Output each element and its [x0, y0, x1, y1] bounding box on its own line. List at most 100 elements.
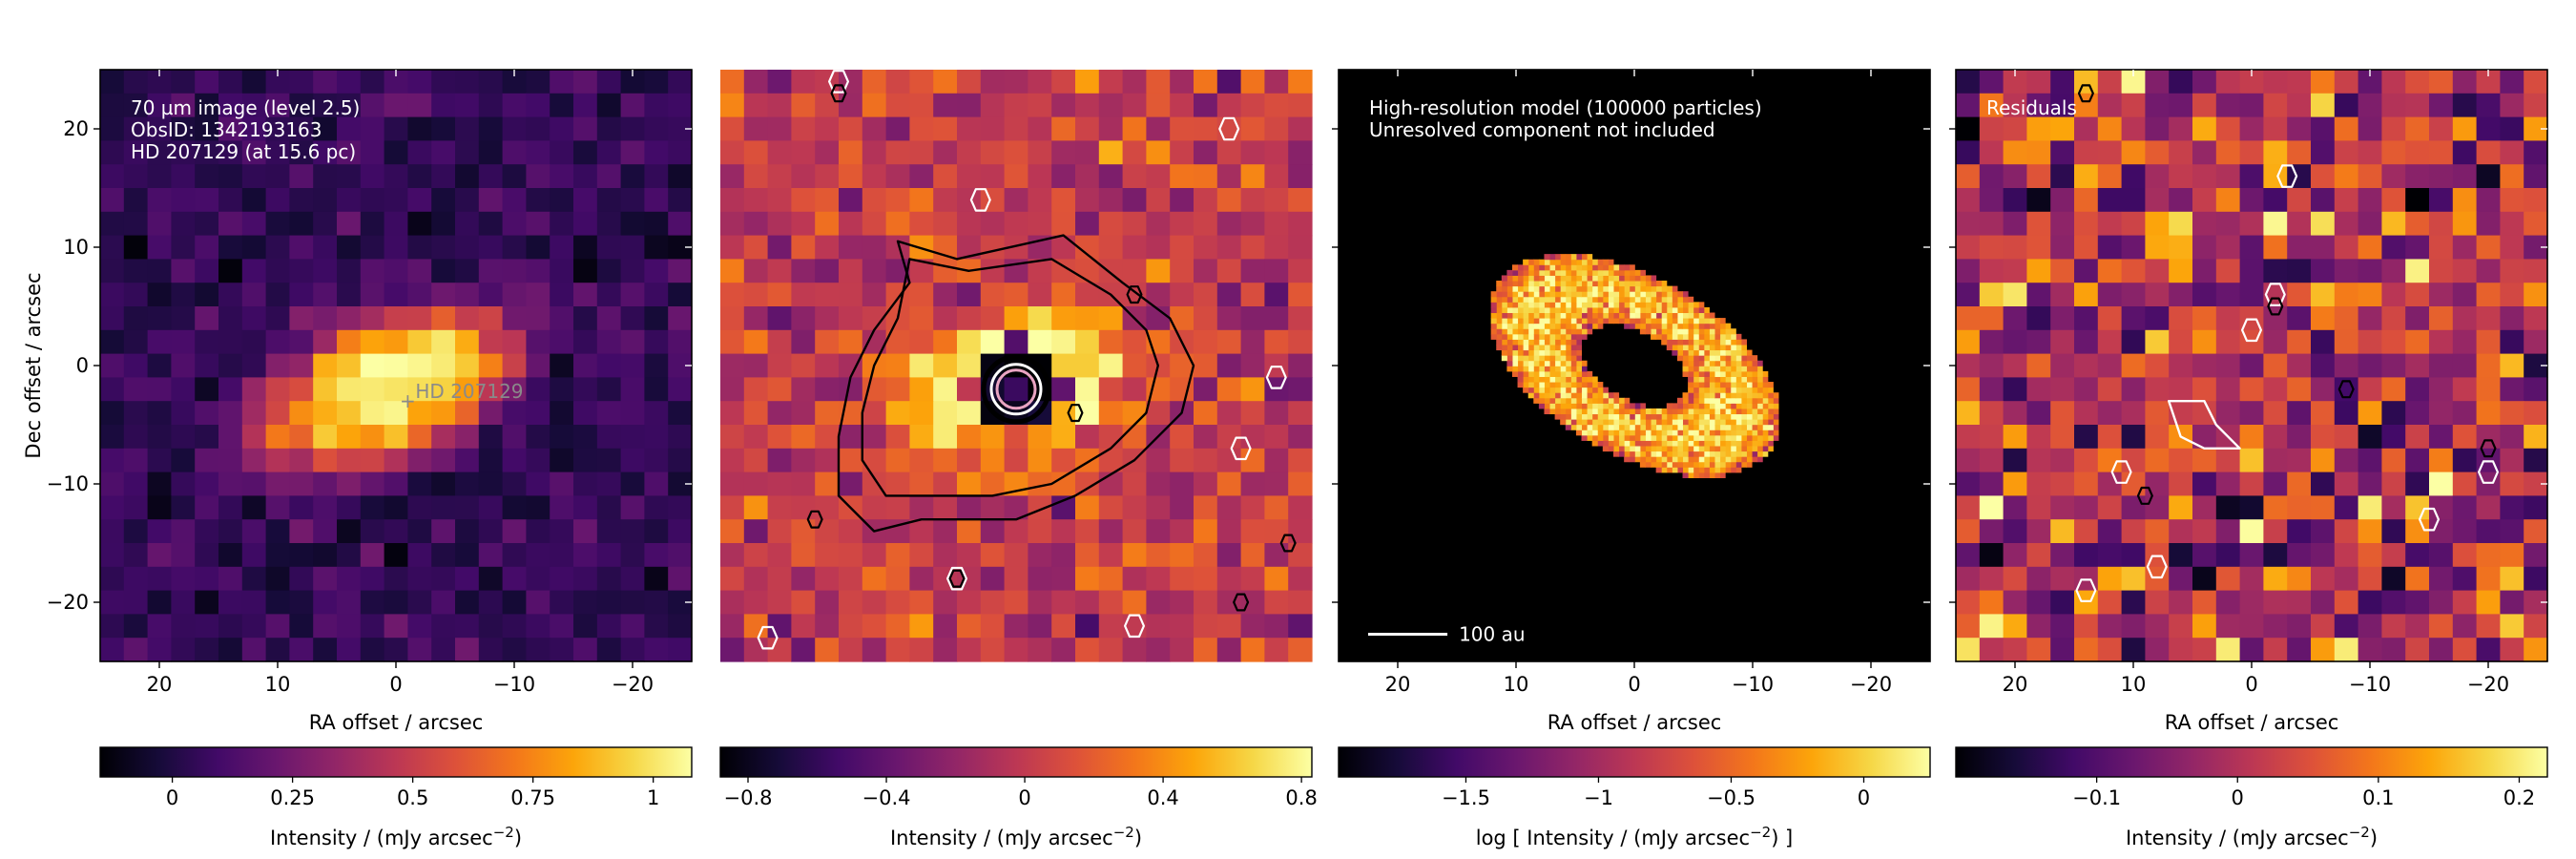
- heatmap-pixel: [2192, 448, 2217, 473]
- model-particle-pixel: [1517, 323, 1524, 329]
- model-particle-pixel: [1666, 461, 1672, 468]
- model-particle-pixel: [1517, 349, 1524, 356]
- model-particle-pixel: [1709, 397, 1715, 404]
- heatmap-pixel: [550, 401, 574, 426]
- model-particle-pixel: [1703, 471, 1710, 478]
- heatmap-pixel: [596, 259, 622, 283]
- model-particle-pixel: [1752, 430, 1758, 436]
- heatmap-pixel: [384, 116, 408, 141]
- heatmap-pixel: [195, 70, 219, 94]
- model-particle-pixel: [1565, 376, 1571, 383]
- heatmap-pixel: [1051, 306, 1076, 331]
- model-particle-pixel: [1587, 382, 1593, 388]
- heatmap-pixel: [2311, 614, 2336, 639]
- model-particle-pixel: [1645, 450, 1652, 457]
- heatmap-pixel: [2381, 495, 2406, 520]
- heatmap-pixel: [839, 638, 863, 662]
- heatmap-pixel: [2097, 638, 2123, 662]
- model-particle-pixel: [1527, 291, 1534, 298]
- heatmap-pixel: [2215, 283, 2241, 307]
- model-particle-pixel: [1591, 392, 1598, 399]
- contour-island: [1218, 116, 1240, 141]
- model-particle-pixel: [1544, 259, 1550, 265]
- heatmap-pixel: [455, 401, 480, 426]
- heatmap-pixel: [668, 70, 693, 94]
- heatmap-pixel: [2334, 614, 2359, 639]
- model-particle-pixel: [1575, 318, 1583, 325]
- heatmap-pixel: [337, 116, 362, 141]
- x-tick-label: 10: [2121, 673, 2147, 696]
- model-particle-pixel: [1602, 430, 1609, 436]
- heatmap-pixel: [2263, 140, 2288, 165]
- model-particle-pixel: [1506, 328, 1513, 335]
- heatmap-pixel: [596, 93, 622, 118]
- heatmap-pixel: [1979, 614, 2005, 639]
- heatmap-pixel: [1122, 543, 1147, 568]
- heatmap-pixel: [957, 590, 982, 615]
- heatmap-pixel: [2215, 590, 2241, 615]
- heatmap-pixel: [195, 448, 219, 473]
- heatmap-pixel: [1240, 519, 1265, 544]
- heatmap-pixel: [502, 614, 527, 639]
- model-particle-pixel: [1587, 413, 1593, 420]
- model-particle-pixel: [1597, 419, 1604, 426]
- heatmap-pixel: [1216, 164, 1242, 189]
- model-particle-pixel: [1752, 397, 1758, 404]
- heatmap-pixel: [2239, 566, 2264, 592]
- heatmap-pixel: [2334, 590, 2359, 615]
- model-particle-pixel: [1709, 440, 1715, 447]
- model-particle-pixel: [1565, 370, 1571, 377]
- heatmap-pixel: [123, 471, 149, 496]
- heatmap-pixel: [668, 495, 693, 520]
- heatmap-pixel: [1240, 329, 1265, 355]
- heatmap-pixel: [526, 188, 551, 213]
- model-particle-pixel: [1591, 323, 1598, 329]
- heatmap-pixel: [526, 401, 551, 426]
- heatmap-pixel: [2311, 329, 2336, 355]
- heatmap-pixel: [2192, 377, 2217, 402]
- heatmap-pixel: [767, 401, 792, 426]
- model-particle-pixel: [1719, 461, 1726, 468]
- heatmap-pixel: [620, 448, 645, 473]
- heatmap-pixel: [289, 543, 314, 568]
- model-particle-pixel: [1645, 281, 1652, 287]
- heatmap-pixel: [265, 164, 290, 189]
- model-particle-pixel: [1538, 387, 1545, 393]
- heatmap-pixel: [720, 425, 745, 450]
- heatmap-pixel: [862, 259, 887, 283]
- model-particle-pixel: [1581, 281, 1588, 287]
- heatmap-pixel: [2145, 306, 2170, 331]
- heatmap-pixel: [862, 495, 887, 520]
- heatmap-pixel: [620, 543, 645, 568]
- model-particle-pixel: [1703, 450, 1710, 457]
- heatmap-pixel: [2429, 329, 2454, 355]
- heatmap-pixel: [2358, 306, 2382, 331]
- heatmap-pixel: [100, 235, 125, 260]
- model-particle-pixel: [1698, 323, 1705, 329]
- model-particle-pixel: [1554, 285, 1561, 292]
- heatmap-pixel: [313, 614, 338, 639]
- heatmap-pixel: [2145, 116, 2170, 141]
- heatmap-pixel: [644, 590, 669, 615]
- heatmap-pixel: [2452, 614, 2478, 639]
- heatmap-pixel: [313, 306, 338, 331]
- heatmap-pixel: [791, 259, 816, 283]
- heatmap-pixel: [218, 283, 243, 307]
- heatmap-pixel: [502, 401, 527, 426]
- heatmap-pixel: [2097, 543, 2123, 568]
- heatmap-pixel: [2145, 614, 2170, 639]
- model-particle-pixel: [1533, 328, 1540, 335]
- model-particle-pixel: [1698, 360, 1705, 367]
- heatmap-pixel: [573, 448, 598, 473]
- model-particle-pixel: [1645, 323, 1652, 329]
- heatmap-pixel: [2500, 614, 2524, 639]
- heatmap-pixel: [885, 235, 910, 260]
- heatmap-pixel: [218, 211, 243, 237]
- heatmap-pixel: [2429, 590, 2454, 615]
- heatmap-pixel: [2358, 448, 2382, 473]
- model-particle-pixel: [1544, 349, 1550, 356]
- heatmap-pixel: [2500, 329, 2524, 355]
- heatmap-pixel: [123, 448, 149, 473]
- heatmap-pixel: [2192, 590, 2217, 615]
- model-particle-pixel: [1624, 264, 1631, 271]
